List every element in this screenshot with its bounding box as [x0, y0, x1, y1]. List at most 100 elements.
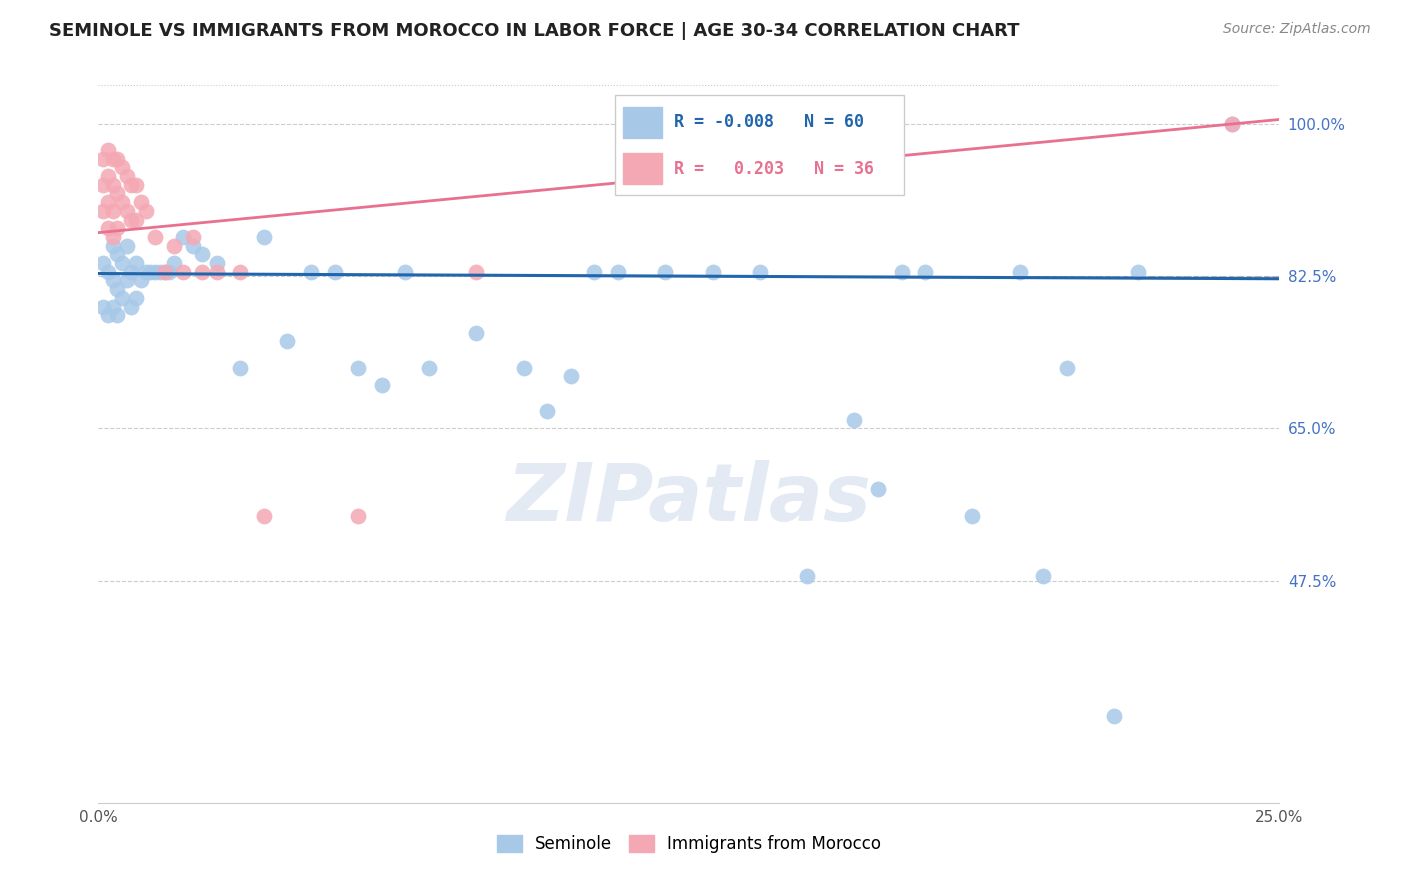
FancyBboxPatch shape — [623, 153, 662, 184]
Point — [105, 221, 128, 235]
Point — [654, 265, 676, 279]
Text: SEMINOLE VS IMMIGRANTS FROM MOROCCO IN LABOR FORCE | AGE 30-34 CORRELATION CHART: SEMINOLE VS IMMIGRANTS FROM MOROCCO IN L… — [49, 22, 1019, 40]
Point — [323, 265, 346, 279]
Point — [115, 169, 138, 183]
Point — [347, 508, 370, 523]
Point — [1102, 708, 1125, 723]
FancyBboxPatch shape — [614, 95, 904, 195]
Point — [105, 247, 128, 261]
Point — [418, 360, 440, 375]
Legend: Seminole, Immigrants from Morocco: Seminole, Immigrants from Morocco — [491, 828, 887, 860]
Point — [844, 413, 866, 427]
Point — [115, 238, 138, 252]
Point — [91, 203, 114, 218]
Point — [560, 369, 582, 384]
Point — [607, 265, 630, 279]
Point — [796, 569, 818, 583]
Point — [111, 195, 134, 210]
Point — [205, 265, 228, 279]
Point — [115, 203, 138, 218]
Point — [111, 256, 134, 270]
Point — [97, 195, 120, 210]
Point — [97, 169, 120, 183]
Point — [143, 265, 166, 279]
Point — [1220, 117, 1243, 131]
Point — [172, 265, 194, 279]
Point — [702, 265, 724, 279]
Point — [149, 265, 172, 279]
Point — [125, 256, 148, 270]
Point — [1220, 117, 1243, 131]
Point — [394, 265, 416, 279]
Point — [129, 273, 152, 287]
Point — [101, 273, 124, 287]
Text: Source: ZipAtlas.com: Source: ZipAtlas.com — [1223, 22, 1371, 37]
Point — [253, 508, 276, 523]
Point — [97, 265, 120, 279]
Point — [139, 265, 162, 279]
Point — [91, 152, 114, 166]
Point — [125, 212, 148, 227]
Point — [229, 360, 252, 375]
Point — [191, 247, 214, 261]
Point — [129, 195, 152, 210]
Point — [121, 265, 143, 279]
Point — [101, 300, 124, 314]
Point — [181, 238, 204, 252]
Point — [172, 230, 194, 244]
Point — [299, 265, 322, 279]
Point — [512, 360, 534, 375]
Point — [583, 265, 606, 279]
Point — [101, 238, 124, 252]
Point — [1126, 265, 1149, 279]
Point — [101, 152, 124, 166]
Point — [135, 265, 157, 279]
Point — [253, 230, 276, 244]
Point — [153, 265, 176, 279]
Text: R =   0.203   N = 36: R = 0.203 N = 36 — [673, 160, 873, 178]
Point — [101, 178, 124, 192]
Point — [962, 508, 984, 523]
Point — [153, 265, 176, 279]
Point — [125, 291, 148, 305]
Point — [1008, 265, 1031, 279]
Point — [121, 178, 143, 192]
Point — [347, 360, 370, 375]
Point — [91, 300, 114, 314]
Point — [135, 203, 157, 218]
Point — [121, 300, 143, 314]
Point — [125, 178, 148, 192]
Point — [163, 238, 186, 252]
Point — [191, 265, 214, 279]
Point — [536, 404, 558, 418]
Point — [1032, 569, 1054, 583]
Point — [105, 152, 128, 166]
Point — [91, 256, 114, 270]
Point — [97, 143, 120, 157]
Point — [1056, 360, 1078, 375]
Point — [866, 483, 889, 497]
Point — [163, 256, 186, 270]
Point — [91, 178, 114, 192]
FancyBboxPatch shape — [623, 107, 662, 137]
Point — [465, 265, 488, 279]
Point — [371, 378, 394, 392]
Text: R = -0.008   N = 60: R = -0.008 N = 60 — [673, 113, 863, 131]
Point — [97, 308, 120, 322]
Point — [157, 265, 180, 279]
Point — [97, 221, 120, 235]
Point — [276, 334, 298, 349]
Point — [121, 212, 143, 227]
Point — [748, 265, 770, 279]
Point — [914, 265, 936, 279]
Text: ZIPatlas: ZIPatlas — [506, 460, 872, 539]
Point — [105, 186, 128, 201]
Point — [143, 230, 166, 244]
Point — [229, 265, 252, 279]
Point — [205, 256, 228, 270]
Point — [101, 203, 124, 218]
Point — [465, 326, 488, 340]
Point — [111, 161, 134, 175]
Point — [111, 291, 134, 305]
Point — [105, 308, 128, 322]
